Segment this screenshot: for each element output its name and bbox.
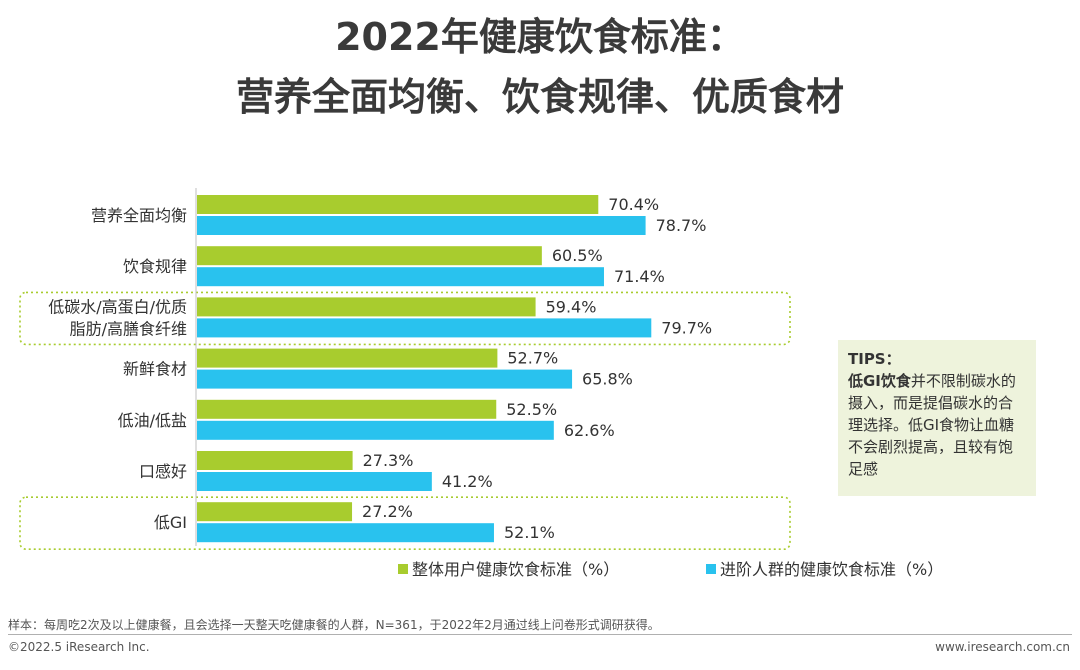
category-label: 营养全面均衡 <box>91 206 187 225</box>
legend-entry: 整体用户健康饮食标准（%） <box>412 560 619 579</box>
tips-heading: TIPS： <box>848 350 901 368</box>
bar-advanced <box>197 369 573 389</box>
data-label: 27.3% <box>363 451 414 470</box>
bar-overall <box>197 451 353 470</box>
tips-bold-lead: 低GI饮食 <box>848 372 911 390</box>
tips-box: TIPS： 低GI饮食并不限制碳水的摄入，而是提倡碳水的合理选择。低GI食物让血… <box>838 340 1036 496</box>
highlight-frame-1 <box>19 496 791 551</box>
category-label: 低油/低盐 <box>118 411 187 430</box>
category-label: 新鲜食材 <box>123 360 187 379</box>
bar-chart: 营养全面均衡 70.4% 78.7% 饮食规律 60.5% 71.4% 低碳水/高蛋白/优质… <box>19 188 943 579</box>
data-label: 52.7% <box>507 349 558 368</box>
legend-swatch <box>398 564 408 574</box>
data-label: 41.2% <box>442 472 493 491</box>
bar-overall <box>197 297 536 317</box>
data-label: 70.4% <box>608 195 659 214</box>
bar-advanced <box>197 472 432 491</box>
category-label: 饮食规律 <box>123 257 187 276</box>
data-label: 27.2% <box>362 502 413 521</box>
page-title-line2: 营养全面均衡、饮食规律、优质食材 <box>235 75 844 119</box>
tips-body: 低GI饮食并不限制碳水的摄入，而是提倡碳水的合理选择。低GI食物让血糖不会剧烈提… <box>848 370 1026 480</box>
copyright-text: ©2022.5 iResearch Inc. <box>8 640 150 654</box>
legend-entry: 进阶人群的健康饮食标准（%） <box>720 560 943 579</box>
bar-overall <box>197 195 599 214</box>
bar-overall <box>197 502 353 522</box>
data-label: 52.5% <box>506 400 557 419</box>
data-label: 65.8% <box>582 370 633 389</box>
bar-advanced <box>197 216 646 235</box>
data-label: 79.7% <box>661 318 712 337</box>
legend-swatch <box>706 564 716 574</box>
data-label: 52.1% <box>504 523 555 542</box>
website-text: www.iresearch.com.cn <box>935 640 1070 654</box>
bar-overall <box>197 399 497 419</box>
category-label: 口感好 <box>139 462 187 481</box>
bar-advanced <box>197 318 652 338</box>
page-title-line1: 2022年健康饮食标准： <box>335 15 745 59</box>
category-label: 低GI <box>154 513 187 532</box>
bar-advanced <box>197 523 494 543</box>
bar-advanced <box>197 267 604 287</box>
tips-text: 并不限制碳水的摄入，而是提倡碳水的合理选择。低GI食物让血糖不会剧烈提高，且较有… <box>848 372 1016 478</box>
data-label: 71.4% <box>614 267 665 286</box>
data-label: 59.4% <box>546 297 597 316</box>
data-label: 60.5% <box>552 246 603 265</box>
data-label: 78.7% <box>656 216 707 235</box>
category-label: 低碳水/高蛋白/优质 <box>48 297 187 316</box>
category-label: 脂肪/高膳食纤维 <box>70 319 187 338</box>
bar-overall <box>197 348 498 368</box>
bar-advanced <box>197 420 554 440</box>
sample-note: 样本：每周吃2次及以上健康餐，且会选择一天整天吃健康餐的人群，N=361，于20… <box>8 618 660 632</box>
highlight-frame-0 <box>19 291 791 346</box>
data-label: 62.6% <box>564 421 615 440</box>
bar-overall <box>197 246 542 266</box>
footer-divider <box>8 634 1072 635</box>
